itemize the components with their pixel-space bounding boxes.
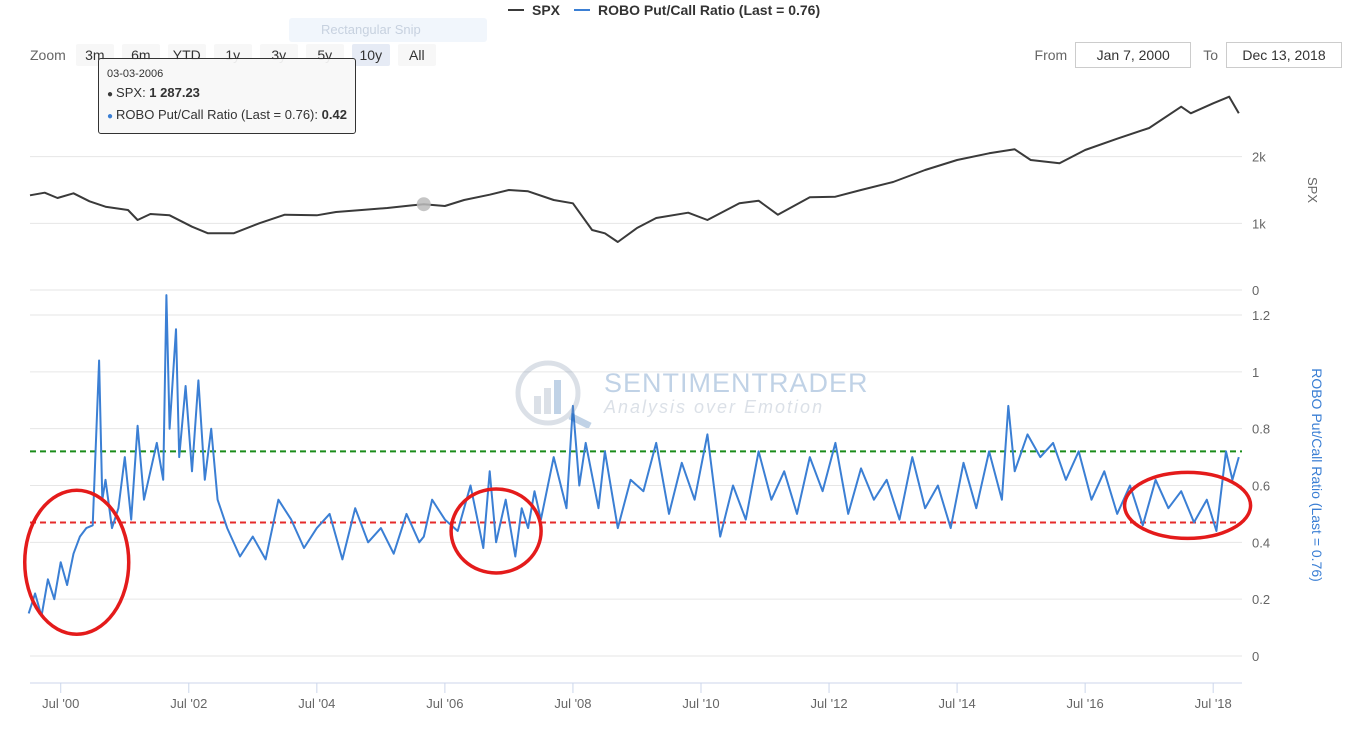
annotation-circle	[22, 488, 131, 636]
to-date-input[interactable]: Dec 13, 2018	[1226, 42, 1342, 68]
y-tick-label: 0.8	[1252, 422, 1270, 437]
x-tick-label: Jul '04	[298, 696, 335, 711]
annotation-circle	[449, 487, 543, 575]
legend-label-spx: SPX	[532, 2, 561, 18]
y-ticks: 0 1k 2k 0 0.2 0.4 0.6 0.8 1 1.2	[1252, 150, 1270, 664]
legend-label-ratio: ROBO Put/Call Ratio (Last = 0.76)	[598, 2, 821, 18]
gridlines	[30, 156, 1242, 657]
tooltip-ratio-value: 0.42	[321, 107, 347, 122]
y-tick-label: 2k	[1252, 150, 1266, 165]
y-tick-label: 0	[1252, 649, 1259, 664]
tooltip-ratio-name: ROBO Put/Call Ratio (Last = 0.76)	[116, 107, 315, 122]
tooltip-spx-value: 1 287.23	[149, 85, 200, 100]
tooltip-ratio-bullet-icon: ●	[107, 111, 114, 122]
x-tick-label: Jul '14	[939, 696, 976, 711]
x-tick-label: Jul '12	[810, 696, 847, 711]
legend-swatch-ratio	[574, 9, 591, 11]
spx-series-line	[29, 95, 1240, 243]
annotation-circles	[22, 470, 1253, 636]
y-tick-label: 0	[1252, 283, 1259, 298]
rectangular-snip-overlay: Rectangular Snip	[289, 18, 487, 42]
date-range-selector: From Jan 7, 2000 To Dec 13, 2018	[1023, 42, 1342, 68]
from-date-input[interactable]: Jan 7, 2000	[1075, 42, 1192, 68]
from-label: From	[1034, 47, 1068, 63]
tooltip-spx-name: SPX	[116, 85, 143, 100]
x-tick-label: Jul '18	[1195, 696, 1232, 711]
zoom-10y-button[interactable]: 10y	[351, 44, 390, 66]
hover-tooltip: 03-03-2006 ● SPX: 1 287.23 ● ROBO Put/Call…	[98, 58, 356, 134]
ratio-series-line	[27, 294, 1240, 618]
legend-swatch-spx	[508, 9, 524, 11]
y-tick-label: 0.6	[1252, 479, 1270, 494]
x-tick-label: Jul '10	[682, 696, 719, 711]
spx-axis-title: SPX	[1305, 177, 1320, 203]
x-tick-label: Jul '08	[554, 696, 591, 711]
to-label: To	[1203, 47, 1218, 63]
x-tick-label: Jul '06	[426, 696, 463, 711]
tooltip-spx-bullet-icon: ●	[107, 89, 114, 100]
x-tick-label: Jul '02	[170, 696, 207, 711]
legend-item-ratio[interactable]: ROBO Put/Call Ratio (Last = 0.76)	[574, 2, 820, 18]
y-tick-label: 1	[1252, 365, 1259, 380]
x-axis: Jul '00 Jul '02 Jul '04 Jul '06 Jul '08 Jul '…	[30, 682, 1242, 711]
y-tick-label: 1k	[1252, 216, 1266, 231]
ratio-axis-title: ROBO Put/Call Ratio (Last = 0.76)	[1309, 368, 1325, 582]
hover-marker	[416, 197, 431, 212]
tooltip-date: 03-03-2006	[107, 68, 164, 80]
annotation-circle	[1122, 470, 1253, 541]
tooltip-spx-row: ● SPX: 1 287.23	[107, 85, 200, 100]
x-tick-label: Jul '00	[42, 696, 79, 711]
y-tick-label: 0.4	[1252, 535, 1270, 550]
tooltip-ratio-row: ● ROBO Put/Call Ratio (Last = 0.76): 0.42	[107, 107, 347, 122]
legend: SPX ROBO Put/Call Ratio (Last = 0.76)	[508, 2, 820, 18]
y-tick-label: 1.2	[1252, 308, 1270, 323]
legend-item-spx[interactable]: SPX	[508, 2, 560, 18]
zoom-all-button[interactable]: All	[397, 44, 436, 66]
x-tick-label: Jul '16	[1067, 696, 1104, 711]
y-tick-label: 0.2	[1252, 592, 1270, 607]
zoom-label: Zoom	[30, 47, 66, 63]
